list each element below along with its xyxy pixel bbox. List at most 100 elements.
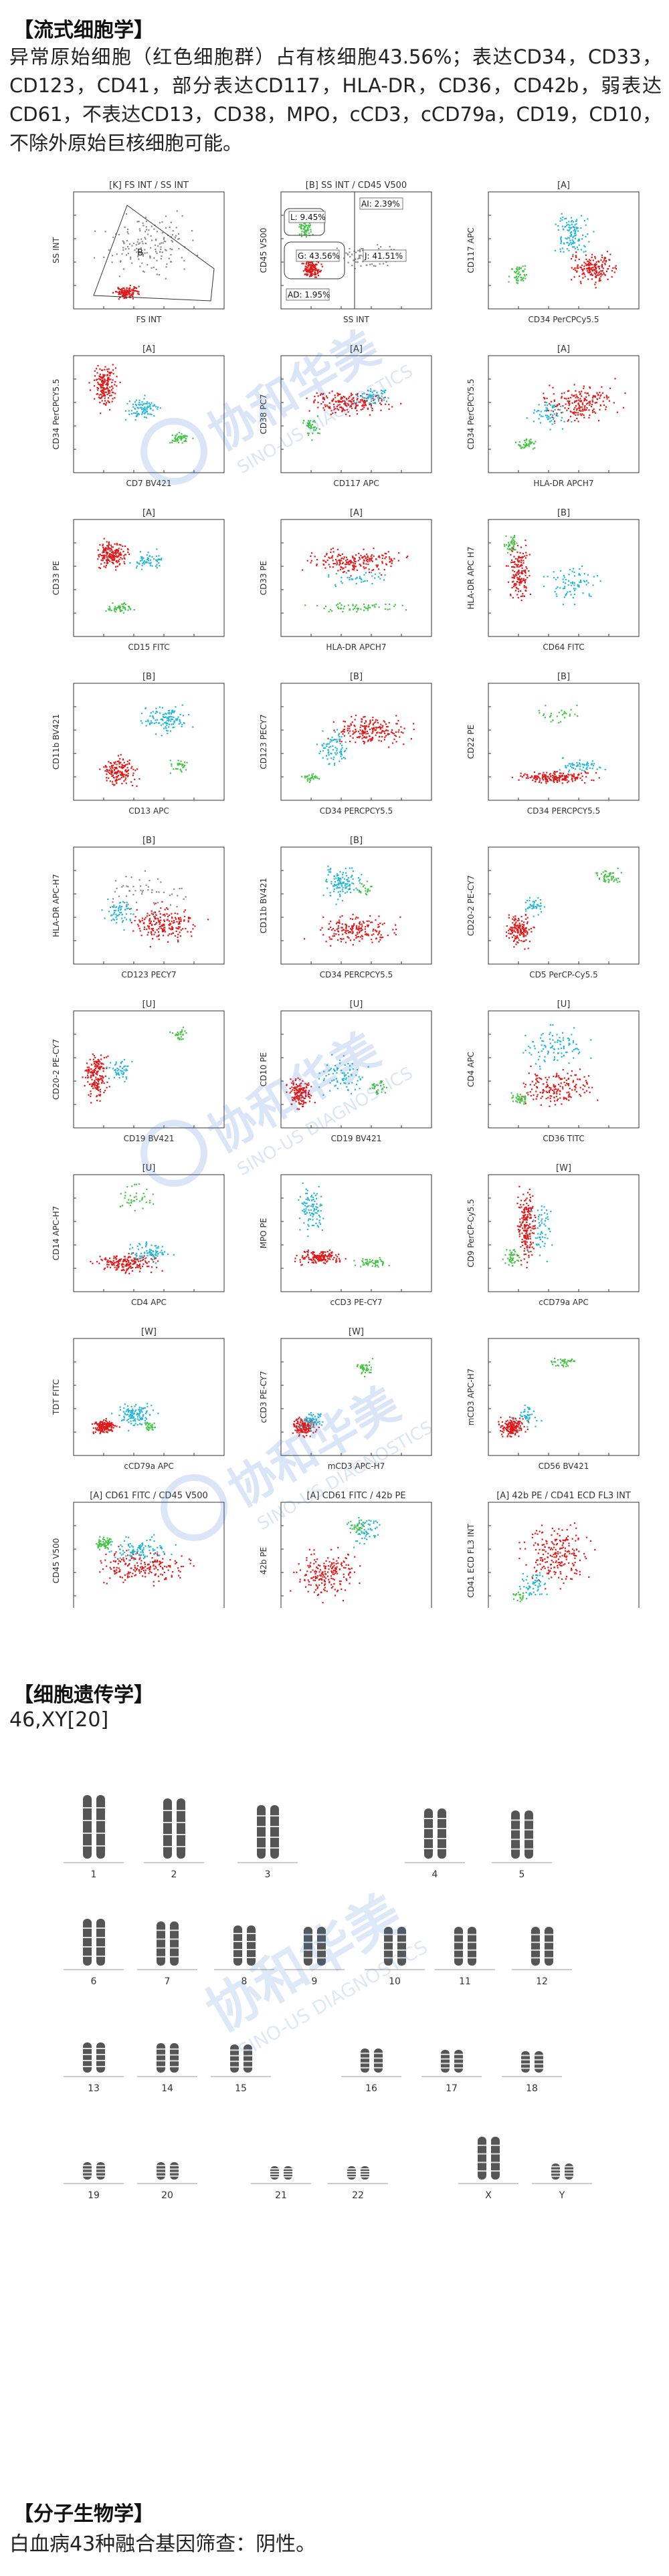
event-dot [367, 609, 369, 611]
event-dot [142, 253, 145, 255]
event-dot [343, 878, 346, 880]
event-dot [116, 543, 118, 545]
event-dot [592, 400, 594, 403]
event-dot [316, 559, 318, 561]
event-dot [345, 747, 348, 749]
event-dot [510, 928, 512, 930]
event-dot [361, 400, 363, 402]
event-dot [589, 259, 591, 261]
event-dot [127, 229, 129, 231]
event-dot [181, 704, 183, 706]
event-dot [589, 264, 591, 266]
event-dot [351, 568, 354, 570]
event-dot [395, 723, 397, 725]
event-dot [359, 735, 361, 737]
event-dot [341, 409, 343, 411]
event-dot [155, 248, 157, 250]
event-dot [508, 933, 510, 935]
event-dot [100, 1066, 102, 1068]
x-axis-label: HLA-DR APCH7 [326, 642, 386, 652]
event-dot [516, 564, 518, 566]
event-dot [339, 740, 341, 742]
event-dot [326, 743, 328, 745]
event-dot [361, 718, 363, 720]
event-dot [517, 942, 519, 944]
event-dot [510, 541, 512, 543]
event-dot [177, 926, 180, 928]
event-dot [159, 712, 161, 714]
event-dot [322, 396, 324, 398]
event-dot [596, 398, 598, 400]
event-dot [134, 770, 136, 772]
event-dot [305, 1092, 307, 1094]
event-dot [108, 389, 110, 392]
event-dot [603, 273, 605, 275]
event-dot [173, 920, 175, 922]
event-dot [384, 608, 386, 610]
event-dot [122, 240, 124, 242]
event-dot [330, 921, 332, 923]
event-dot [106, 380, 108, 382]
event-dot [607, 879, 609, 881]
event-dot [539, 773, 541, 775]
event-dot [569, 590, 571, 593]
event-dot [100, 1058, 102, 1060]
event-dot [345, 867, 347, 870]
event-dot [565, 222, 568, 224]
event-dot [584, 392, 586, 394]
event-dot [152, 715, 154, 717]
event-dot [574, 231, 577, 233]
event-dot [575, 223, 577, 225]
event-dot [113, 909, 115, 912]
event-dot [184, 440, 186, 442]
event-dot [606, 251, 608, 253]
event-dot [558, 779, 560, 781]
event-dot [372, 395, 375, 397]
event-dot [108, 556, 110, 558]
event-dot [518, 923, 520, 925]
event-dot [352, 730, 354, 732]
event-dot [532, 905, 534, 907]
event-dot [524, 447, 526, 449]
event-dot [98, 556, 100, 558]
event-dot [578, 573, 580, 575]
event-dot [353, 400, 355, 402]
event-dot [374, 729, 376, 731]
event-dot [92, 1074, 94, 1076]
event-dot [158, 920, 160, 923]
event-dot [570, 763, 572, 765]
event-dot [513, 939, 515, 941]
event-dot [118, 760, 120, 762]
event-dot [139, 230, 141, 232]
event-dot [307, 227, 309, 229]
event-dot [371, 604, 373, 606]
event-dot [323, 743, 325, 745]
event-dot [142, 225, 145, 227]
event-dot [370, 398, 372, 400]
event-dot [162, 923, 165, 925]
event-dot [170, 718, 173, 720]
event-dot [114, 784, 116, 786]
event-dot [101, 389, 103, 391]
event-dot [594, 255, 596, 258]
event-dot [384, 558, 386, 560]
event-dot [171, 723, 173, 725]
event-dot [605, 394, 607, 396]
event-dot [593, 408, 595, 411]
event-dot [373, 604, 375, 606]
event-dot [144, 406, 146, 408]
event-dot [519, 924, 521, 926]
event-dot [301, 225, 303, 227]
event-dot [329, 407, 331, 409]
event-dot [568, 763, 570, 765]
event-dot [121, 766, 123, 768]
event-dot [117, 755, 120, 757]
event-dot [516, 560, 519, 562]
event-dot [581, 268, 583, 270]
event-dot [596, 274, 599, 276]
event-dot [393, 733, 395, 735]
event-dot [137, 239, 139, 241]
event-dot [577, 230, 579, 232]
event-dot [136, 415, 138, 417]
